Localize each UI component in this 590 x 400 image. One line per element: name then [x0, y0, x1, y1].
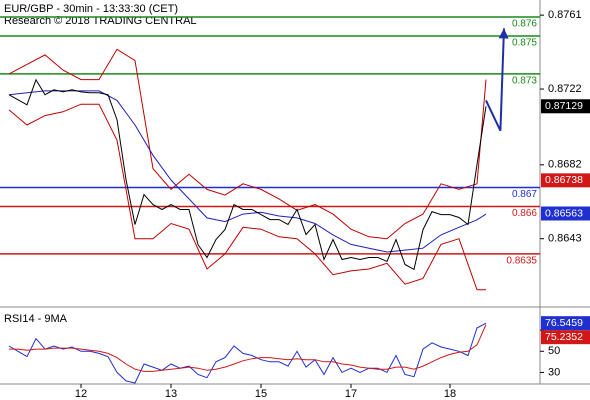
value-box-label: 0.86738	[545, 174, 583, 186]
y-tick-label: 0.8643	[548, 233, 582, 245]
level-label: 0.875	[512, 38, 537, 49]
series-line	[8, 103, 486, 291]
value-box	[541, 316, 590, 331]
y-tick-label: 0.8682	[548, 159, 582, 171]
value-box-label: 0.87129	[545, 100, 583, 112]
value-box-label: 75.2352	[545, 331, 583, 343]
y-tick-label: 0.8761	[548, 9, 582, 21]
level-label: 0.866	[512, 208, 537, 219]
level-label: 0.8635	[506, 255, 537, 266]
x-tick-label: 17	[345, 388, 357, 400]
series-line	[8, 322, 487, 384]
value-box-label: 0.86563	[545, 207, 583, 219]
x-tick-label: 15	[255, 388, 267, 400]
value-box	[541, 99, 590, 114]
level-label: 0.873	[512, 76, 537, 87]
series-line	[485, 28, 505, 132]
series-line	[8, 78, 487, 271]
y-tick-label: 30	[548, 366, 560, 378]
level-label: 0.876	[512, 19, 537, 30]
value-box	[541, 206, 590, 221]
value-box	[541, 173, 590, 188]
value-box-label: 76.5459	[545, 317, 583, 329]
arrow-head	[498, 28, 509, 39]
x-tick-label: 13	[165, 388, 177, 400]
level-label: 0.867	[512, 189, 537, 200]
series-line	[8, 90, 487, 253]
x-tick-label: 12	[75, 388, 87, 400]
value-box	[541, 330, 590, 345]
x-tick-label: 18	[444, 388, 456, 400]
chart-title: EUR/GBP - 30min - 13:33:30 (CET)	[4, 3, 178, 15]
series-line	[9, 324, 487, 372]
series-line	[8, 48, 487, 240]
y-tick-label: 50	[548, 345, 560, 357]
y-tick-label: 0.8722	[548, 83, 582, 95]
chart-title: RSI14 - 9MA	[4, 313, 68, 325]
chart-subtitle: Research © 2018 TRADING CENTRAL	[4, 15, 197, 27]
